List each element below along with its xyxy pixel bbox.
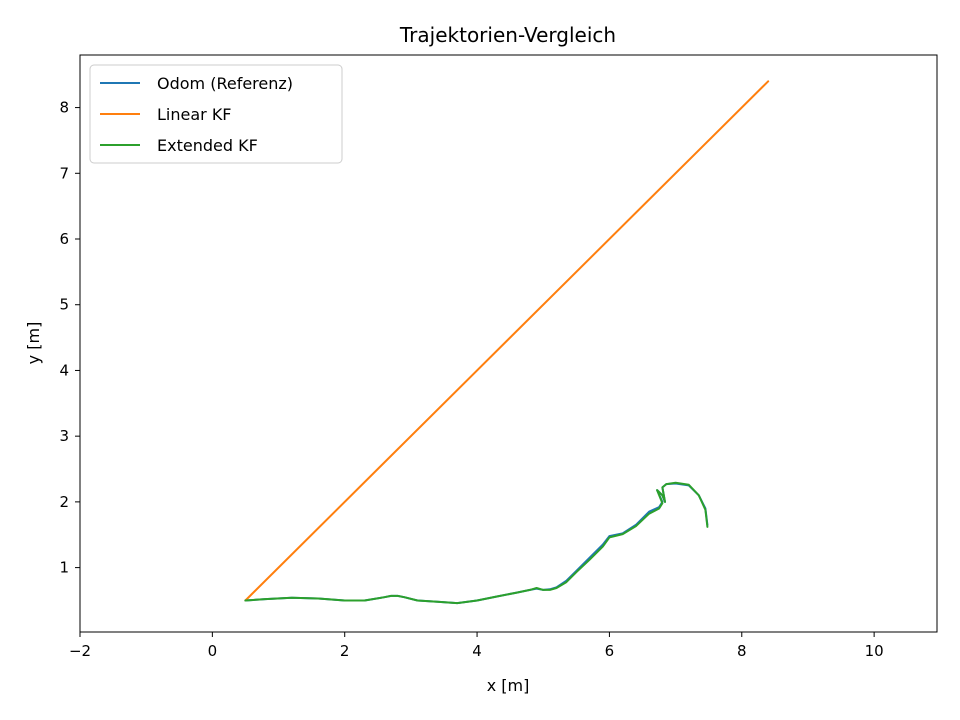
legend-label-1: Linear KF	[157, 105, 232, 124]
x-tick-label: 0	[208, 642, 218, 660]
y-tick-label: 1	[59, 559, 69, 577]
x-ticks: −2 0 2 4 6 8 10	[69, 632, 884, 660]
y-tick-label: 8	[59, 99, 69, 117]
legend-label-0: Odom (Referenz)	[157, 74, 293, 93]
x-tick-label: −2	[69, 642, 91, 660]
y-tick-label: 4	[59, 361, 69, 379]
y-tick-label: 6	[59, 230, 69, 248]
x-tick-label: 8	[737, 642, 747, 660]
y-axis-label: y [m]	[24, 322, 43, 365]
x-tick-label: 4	[472, 642, 482, 660]
y-tick-label: 7	[59, 164, 69, 182]
y-ticks: 1 2 3 4 5 6 7 8	[59, 99, 80, 577]
y-tick-label: 3	[59, 427, 69, 445]
plot-lines	[244, 80, 770, 605]
legend-box	[89, 64, 343, 164]
chart-title: Trajektorien-Vergleich	[399, 23, 616, 47]
y-tick-label: 5	[59, 296, 69, 314]
series-line-1	[244, 80, 770, 602]
x-axis-label: x [m]	[487, 676, 530, 695]
y-tick-label: 2	[59, 493, 69, 511]
legend: Odom (Referenz) Linear KF Extended KF	[89, 64, 343, 164]
series-line-2	[244, 481, 709, 605]
plot-frame	[79, 54, 938, 633]
legend-label-2: Extended KF	[157, 136, 258, 155]
x-tick-label: 10	[865, 642, 884, 660]
x-tick-label: 2	[340, 642, 350, 660]
x-tick-label: 6	[605, 642, 615, 660]
